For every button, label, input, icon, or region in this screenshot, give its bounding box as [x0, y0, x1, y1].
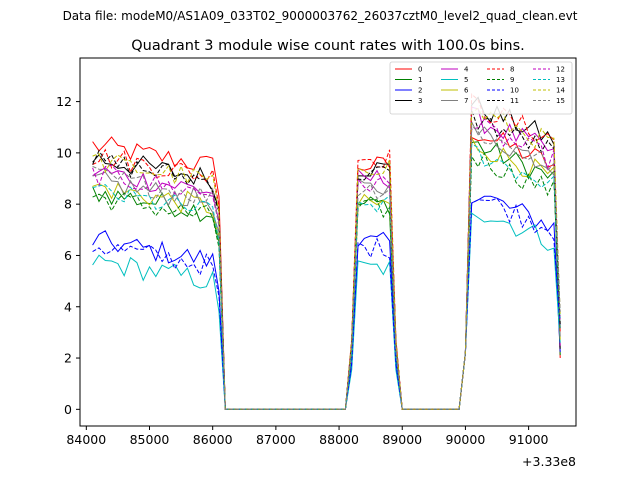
legend-label-14: 14: [556, 87, 565, 95]
x-tick-label: 84000: [66, 432, 106, 447]
y-tick-label: 12: [56, 94, 72, 109]
legend-label-3: 3: [418, 97, 422, 105]
series-line-9: [92, 151, 561, 410]
y-tick-label: 6: [64, 248, 72, 263]
y-tick-label: 0: [64, 402, 72, 417]
y-axis: 0 2 4 6 8 10 12: [56, 94, 80, 417]
legend-label-12: 12: [556, 66, 565, 74]
legend-label-6: 6: [464, 87, 469, 95]
y-tick-label: 4: [64, 299, 72, 314]
x-tick-label: 86000: [193, 432, 233, 447]
x-axis: 84000 85000 86000 87000 88000 89000 90000 91000: [66, 426, 549, 447]
legend-label-15: 15: [556, 97, 565, 105]
x-tick-label: 88000: [319, 432, 359, 447]
x-tick-label: 91000: [509, 432, 549, 447]
plot-area: [79, 57, 577, 427]
series-line-13: [92, 143, 561, 410]
legend-label-0: 0: [418, 66, 422, 74]
legend-label-11: 11: [510, 97, 519, 105]
plot-frame: [79, 57, 577, 427]
legend-label-9: 9: [510, 76, 514, 84]
legend-frame: [389, 61, 573, 115]
x-tick-label: 89000: [382, 432, 422, 447]
y-tick-label: 8: [64, 197, 72, 212]
legend-label-1: 1: [418, 76, 422, 84]
x-offset-label: +3.33e8: [522, 454, 576, 469]
legend-label-7: 7: [464, 97, 468, 105]
x-tick-label: 90000: [446, 432, 486, 447]
legend-label-10: 10: [510, 87, 519, 95]
legend-label-5: 5: [464, 76, 468, 84]
x-tick-label: 87000: [256, 432, 296, 447]
y-tick-label: 10: [56, 145, 72, 160]
legend-label-8: 8: [510, 66, 514, 74]
plot-background: [80, 58, 576, 426]
series-line-15: [92, 124, 561, 410]
legend-label-2: 2: [418, 87, 422, 95]
legend-label-4: 4: [464, 66, 469, 74]
y-tick-label: 2: [64, 351, 72, 366]
legend-label-13: 13: [556, 76, 565, 84]
chart-title: Quadrant 3 module wise count rates with …: [131, 38, 525, 54]
x-tick-label: 85000: [130, 432, 170, 447]
data-file-suptitle: Data file: modeM0/AS1A09_033T02_90000037…: [63, 9, 578, 23]
series-layer: [92, 93, 561, 410]
